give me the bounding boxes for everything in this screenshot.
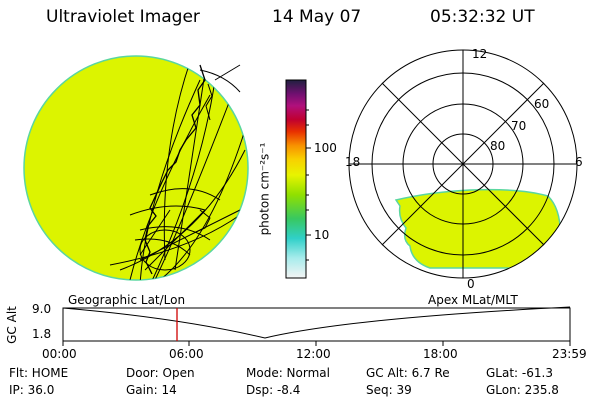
mlt-label-12: 12 <box>472 47 488 61</box>
x-tick-1800: 18:00 <box>423 347 458 361</box>
mlt-label-6: 6 <box>575 155 583 169</box>
right-plot-title: Apex MLat/MLT <box>428 293 518 307</box>
coastline <box>144 64 206 275</box>
colorbar <box>285 79 311 279</box>
colorbar-tick-100: 100 <box>314 141 337 155</box>
altitude-ylabel: GC Alt <box>5 306 19 344</box>
y-tick-9: 9.0 <box>32 302 52 316</box>
colorbar-unit-label: photon cm⁻²s⁻¹ <box>257 142 272 236</box>
mlt-label-0: 0 <box>467 277 475 291</box>
y-tick-1-8: 1.8 <box>32 327 52 341</box>
geographic-image <box>23 55 249 281</box>
coastline-detail-2 <box>195 209 211 233</box>
coastline-detail <box>205 83 213 121</box>
info-gcalt: GC Alt: 6.7 Re <box>366 366 450 380</box>
lat-lon-grid <box>109 61 246 280</box>
x-tick-0600: 06:00 <box>169 347 204 361</box>
grid-arc-outside <box>199 69 241 93</box>
polar-auroral-oval <box>394 188 561 269</box>
lat-label-60: 60 <box>534 97 550 111</box>
info-glat: GLat: -61.3 <box>486 366 553 380</box>
altitude-curve <box>62 306 571 339</box>
info-mode: Mode: Normal <box>246 366 330 380</box>
date-label: 14 May 07 <box>272 7 362 27</box>
x-tick-1200: 12:00 <box>296 347 331 361</box>
info-seq: Seq: 39 <box>366 383 412 397</box>
time-label: 05:32:32 UT <box>430 7 535 27</box>
info-dsp: Dsp: -8.4 <box>246 383 301 397</box>
info-flt: Flt: HOME <box>9 366 69 380</box>
polar-plot <box>348 49 578 279</box>
mlt-label-18: 18 <box>345 155 361 169</box>
info-ip: IP: 36.0 <box>9 383 55 397</box>
info-door: Door: Open <box>126 366 195 380</box>
lat-label-80: 80 <box>490 139 506 153</box>
info-glon: GLon: 235.8 <box>486 383 559 397</box>
altitude-strip <box>62 306 571 346</box>
x-tick-0000: 00:00 <box>42 347 77 361</box>
left-plot-title: Geographic Lat/Lon <box>68 293 186 307</box>
instrument-title: Ultraviolet Imager <box>46 7 200 27</box>
info-gain: Gain: 14 <box>126 383 177 397</box>
grid-line-outside <box>214 64 241 81</box>
lat-label-70: 70 <box>511 119 527 133</box>
colorbar-tick-10: 10 <box>314 228 330 242</box>
x-tick-2359: 23:59 <box>552 347 587 361</box>
